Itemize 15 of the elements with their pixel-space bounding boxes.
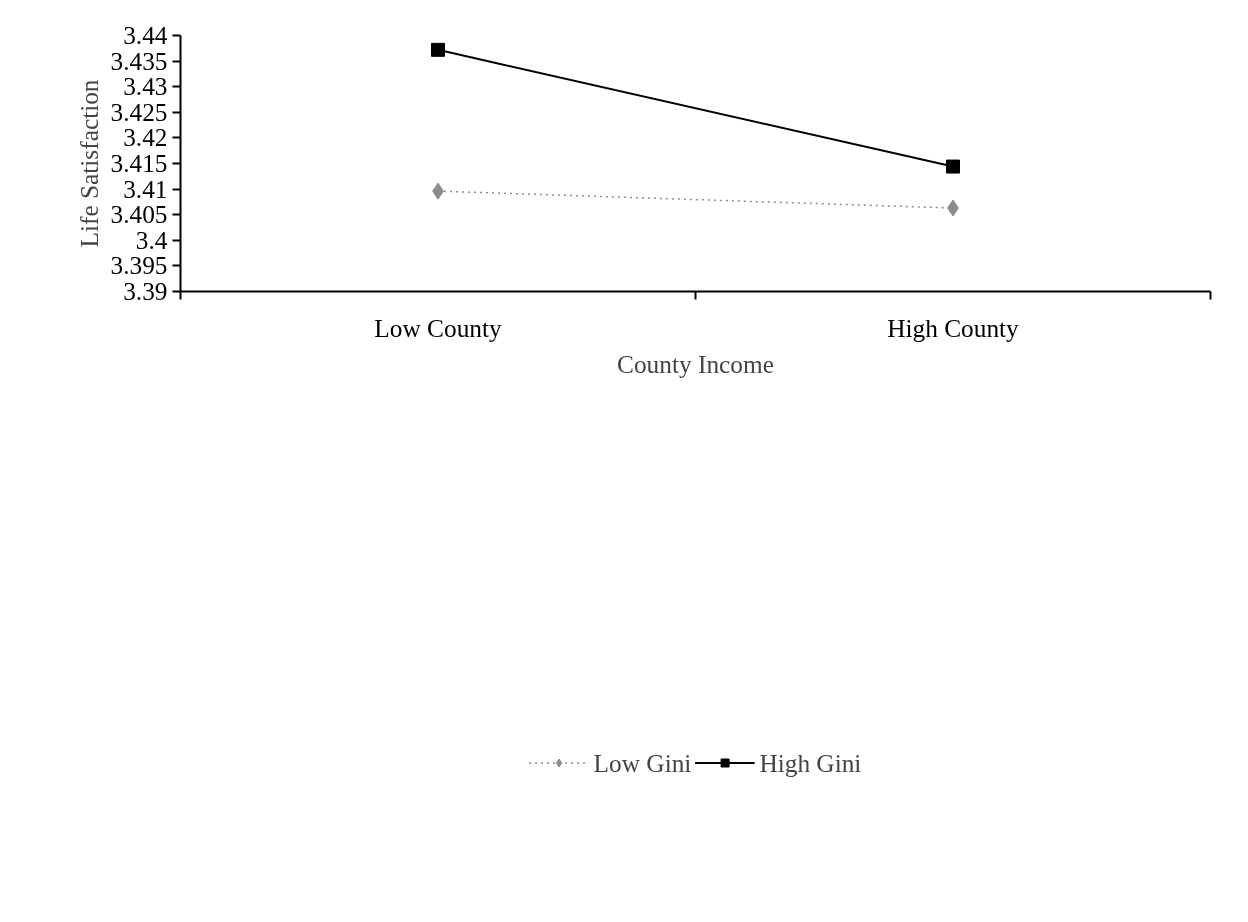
x-axis-title: County Income <box>617 349 774 378</box>
y-tick-label: 3.435 <box>110 46 168 75</box>
legend-label: High Gini <box>759 748 862 778</box>
y-tick-label: 3.415 <box>110 149 168 177</box>
y-tick-label: 3.42 <box>123 123 168 152</box>
point <box>946 159 960 174</box>
y-tick-label: 3.39 <box>123 277 168 305</box>
point <box>431 42 445 57</box>
x-tick-label: High County <box>887 313 1020 342</box>
x-tick-label: Low County <box>374 313 503 342</box>
y-tick-label: 3.44 <box>123 21 168 49</box>
y-axis-title: Life Satisfaction <box>74 79 103 248</box>
y-tick-label: 3.41 <box>123 174 168 203</box>
y-tick-label: 3.395 <box>110 251 168 280</box>
legend-label: Low Gini <box>593 748 692 778</box>
